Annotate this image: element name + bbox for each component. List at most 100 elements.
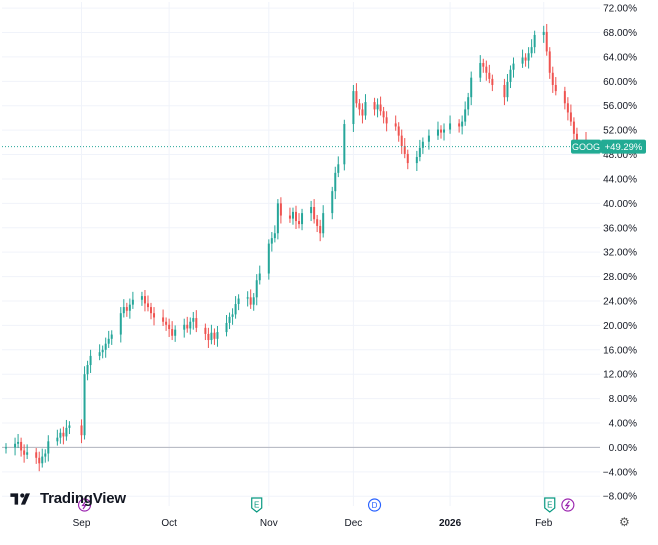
candle-body [237,298,240,305]
change-label: +49.29% [605,142,643,153]
tradingview-logo-text: TradingView [40,490,126,507]
gear-icon[interactable]: ⚙ [619,515,630,529]
y-tick-label: 36.00% [603,223,637,234]
tradingview-logo[interactable]: TradingView [10,490,126,507]
candle-body [358,103,361,110]
y-tick-label: 20.00% [603,321,637,332]
candle-body [23,450,26,455]
candle-body [427,135,430,142]
x-tick-label: Oct [161,518,177,529]
candle-body [62,432,65,437]
candle-body [527,53,530,61]
candle-body [107,338,110,344]
y-tick-label: 64.00% [603,52,637,63]
candle-body [225,322,228,333]
y-axis: 72.00% 68.00% 64.00% 60.00% 56.00% 52.00% 48.0… [603,4,637,503]
candle-body [554,84,557,92]
split-event-icon[interactable] [561,498,575,512]
candle-body [506,81,509,98]
candle-body [189,321,192,329]
candle-body [313,207,316,220]
y-tick-label: 48.00% [603,150,637,161]
candle-body [65,427,68,437]
candle-body [379,104,382,112]
candle-body [443,129,446,133]
candle-body [59,432,62,438]
symbol-label: GOOG [572,142,600,152]
candle-body [436,129,439,136]
x-axis: Sep Oct Nov Dec 2026 Feb [73,518,553,529]
earnings-event-icon[interactable]: E [544,497,556,513]
candle-body [143,296,146,304]
candle-body [26,452,29,455]
candle-body [403,146,406,154]
candle-body [273,233,276,239]
candle-body [334,172,337,192]
candle-body [165,321,168,325]
dividend-event-label: D [372,501,378,510]
candle-body [575,133,578,140]
split-event-icon[interactable] [77,498,92,512]
candle-body [542,31,545,35]
candle-body [397,126,400,136]
candle-body [207,333,210,341]
candle-body [572,121,575,134]
y-tick-label: 56.00% [603,101,637,112]
candle-body [533,34,536,48]
candle-body [331,191,334,214]
candle-body [68,425,71,428]
candle-body [295,211,297,222]
candle-body [195,318,198,328]
candle-body [110,334,113,339]
candle-body [14,443,17,448]
candle-body [56,437,59,442]
candle-body [255,280,258,298]
grid [2,2,600,506]
candle-body [482,63,485,67]
candle-body [458,123,461,127]
candle-body [343,124,346,165]
candle-body [394,123,397,127]
y-tick-label: 16.00% [603,345,637,356]
y-tick-label: 24.00% [603,296,637,307]
earnings-event-label: E [254,501,259,510]
earnings-event-label: E [547,501,552,510]
earnings-event-icon[interactable]: E [251,497,263,513]
candle-body [210,332,213,341]
candle-body [174,329,177,336]
candle-body [337,164,340,173]
candle-body [267,243,270,274]
candle-body [310,207,313,214]
candle-body [355,91,358,104]
candle-body [440,129,442,133]
candle-body [479,63,482,78]
candle-body [131,299,134,305]
y-tick-label: 12.00% [603,370,637,381]
y-tick-label: 8.00% [609,394,637,405]
candle-body [488,72,491,79]
candle-body [89,355,92,366]
candle-body [491,78,494,85]
candle-body [291,211,294,219]
candle-body [279,203,282,216]
candle-body [246,297,249,299]
candle-body [566,103,569,113]
candle-body [373,102,376,110]
candle-body [322,213,325,234]
candle-body [364,102,367,116]
candle-body [168,324,171,330]
candle-body [503,84,506,98]
candle-body [301,213,304,225]
candle-body [104,343,107,350]
y-tick-label: 44.00% [603,174,637,185]
candle-body [361,109,364,116]
candle-body [548,51,551,73]
symbol-badge[interactable]: GOOG +49.29% [571,139,646,154]
candle-body [376,104,379,110]
candle-body [86,365,89,375]
x-tick-label: Feb [535,518,553,529]
dividend-event-icon[interactable]: D [367,498,382,512]
candle-body [186,324,189,329]
